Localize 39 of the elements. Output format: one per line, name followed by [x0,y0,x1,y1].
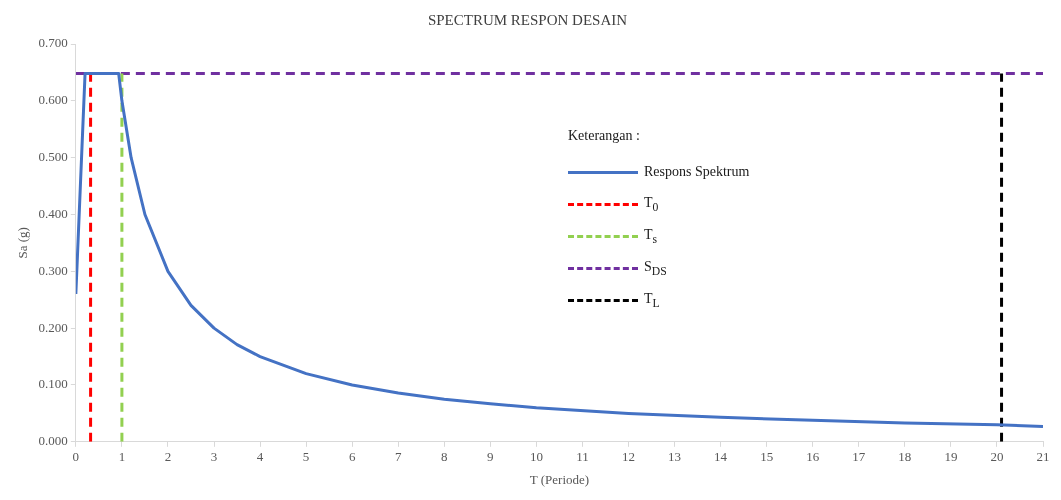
x-tick-label: 21 [1036,449,1050,465]
x-tick-label: 13 [668,449,682,465]
x-tick-label: 3 [210,449,218,465]
legend-label: T$_{L}$ [644,290,660,310]
x-tick-label: 19 [944,449,958,465]
y-tick-label: 0.100 [38,376,68,392]
y-tick-label: 0.600 [38,92,68,108]
x-tick-label: 11 [576,449,589,465]
y-tick-label: 0.500 [38,149,68,165]
x-tick-label: 4 [256,449,264,465]
legend-label: T$_{s}$ [644,226,658,246]
legend-label: Respons Spektrum [644,164,750,180]
x-tick-label: 15 [760,449,774,465]
x-tick-label: 2 [164,449,172,465]
x-tick-label: 7 [394,449,402,465]
x-tick-label: 12 [622,449,636,465]
x-tick-label: 1 [118,449,126,465]
x-tick-label: 20 [990,449,1004,465]
chart-title: SPECTRUM RESPON DESAIN [427,11,628,28]
y-tick-label: 0.300 [38,262,68,278]
x-axis-title: T (Periode) [529,471,590,487]
y-tick-label: 0.700 [38,35,68,51]
y-axis-title: Sa (g) [15,227,31,259]
x-tick-label: 9 [487,449,494,465]
x-tick-label: 16 [806,449,820,465]
y-tick-label: 0.200 [38,319,68,335]
y-tick-label: 0.400 [38,205,68,221]
x-tick-label: 8 [441,449,448,465]
x-tick-label: 6 [348,449,356,465]
x-tick-label: 18 [898,449,912,465]
x-tick-label: 14 [714,449,728,465]
x-tick-label: 17 [852,449,866,465]
legend-label: T$_{0}$ [644,194,659,214]
x-tick-label: 10 [529,449,543,465]
legend-title: Keterangan : [568,128,641,144]
x-tick-label: 5 [302,449,310,465]
legend-label: S$_{DS}$ [644,258,667,278]
y-tick-label: 0.000 [38,433,68,449]
x-tick-label: 0 [72,449,80,465]
